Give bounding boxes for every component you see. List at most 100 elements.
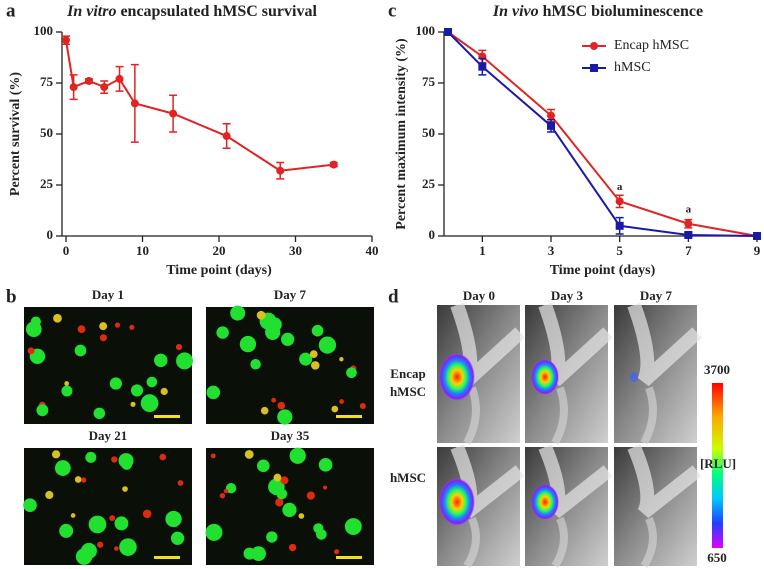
cell [93,407,106,420]
y-axis-label: Percent maximum intensity (%) [394,38,409,230]
cell [309,350,318,358]
cell [170,531,185,545]
bone [640,386,657,445]
cell [75,548,93,565]
chart-title: In vitro encapsulated hMSC survival [66,3,317,20]
panel-label: d [388,286,399,307]
scale-bar [336,415,362,418]
row-label-line: Encap [390,366,425,381]
cell [216,326,229,339]
y-tick-label: 75 [40,74,54,89]
row-label-line: hMSC [390,470,426,485]
annotation: a [617,181,623,193]
cell [175,344,183,351]
marker [130,99,139,108]
cell [176,352,194,370]
signal [531,484,559,520]
cell [154,353,168,368]
cell [122,486,128,492]
cell [260,406,269,415]
cell [225,482,237,494]
cell [288,543,297,552]
marker [62,36,70,45]
cell [85,451,97,463]
x-tick-label: 40 [366,243,379,258]
cell [70,513,76,518]
cell [265,324,281,340]
title-part: encapsulated hMSC survival [120,3,317,20]
cell [261,313,266,319]
cell [109,377,122,390]
cell [244,449,254,459]
cell [97,541,104,548]
cell [206,385,221,400]
scale-bar [336,556,362,559]
cell [277,401,286,410]
column-label: Day 3 [551,288,584,303]
cell [344,518,362,536]
row-label: Encap hMSC [390,366,426,399]
colorbar-max: 3700 [704,362,730,377]
colorbar [712,383,723,548]
cell [311,361,320,370]
signal [531,359,559,395]
marker [69,83,78,92]
title-part: In vivo [492,3,539,20]
marker [222,132,231,141]
scale-bar [154,415,180,418]
bone [627,444,702,518]
cell [129,324,135,330]
marker [615,197,624,206]
bone [463,516,480,569]
cell [81,477,87,483]
cell [64,381,70,386]
cell [130,384,144,397]
cell [119,538,137,556]
x-tick-label: 10 [136,243,149,258]
marker [547,121,555,130]
signal [439,478,475,526]
cell [142,509,152,519]
marker [547,111,555,120]
cell [59,523,74,538]
panel-label: a [6,0,16,21]
title-part: In vitro [66,3,116,20]
panel-label: b [6,286,17,307]
cell [177,480,184,486]
x-tick-label: 7 [685,243,692,258]
marker [329,160,338,169]
row-label-line: hMSC [390,384,426,399]
cell [205,523,223,541]
y-tick-label: 75 [422,74,436,89]
cell [219,493,226,499]
y-tick-label: 25 [40,176,54,191]
bone [627,302,702,387]
cell [275,498,284,507]
cell [289,447,306,464]
micrograph [24,307,192,424]
cell [250,359,261,370]
cell [251,546,266,562]
x-axis-label: Time point (days) [166,263,272,278]
cell [53,313,62,323]
x-tick-label: 9 [754,243,761,258]
marker [276,166,285,175]
cell [109,515,116,522]
y-tick-label: 0 [47,227,54,242]
cell [223,488,229,494]
micrograph [206,307,374,424]
marker [753,232,761,240]
marker [684,219,693,228]
series-line [447,31,758,237]
cell [61,385,73,397]
cell [74,476,82,483]
cell [30,316,41,327]
cell [140,394,159,413]
cell [273,473,282,482]
cell [111,456,118,463]
y-tick-label: 100 [34,23,54,38]
cell [159,453,167,461]
micrograph-label: Day 1 [92,287,124,302]
marker [100,83,109,92]
